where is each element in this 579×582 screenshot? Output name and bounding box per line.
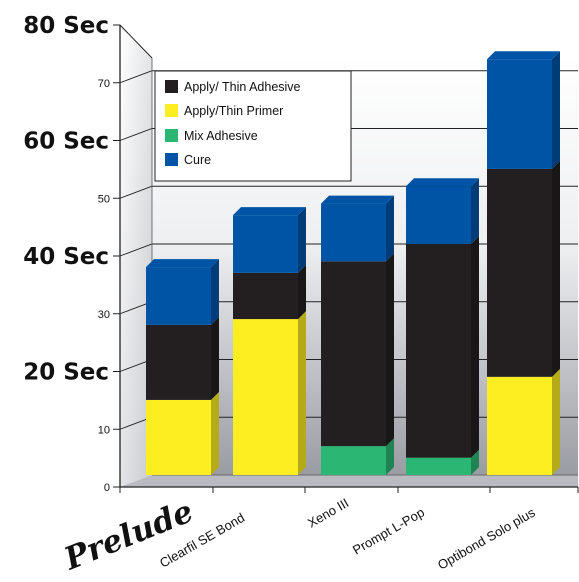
bar-side-apply-thin-primer — [552, 368, 560, 475]
bar-side-apply-thin-adhesive — [552, 160, 560, 377]
bar-segment-cure — [321, 203, 386, 262]
x-category-label: Prompt L-Pop — [350, 505, 427, 558]
bar-side-cure — [471, 178, 479, 244]
bar-side-cure — [211, 259, 219, 325]
bar-side-apply-thin-primer — [298, 311, 306, 475]
wall-top-edge — [119, 24, 153, 59]
legend-label-mix-adhesive: Mix Adhesive — [184, 129, 258, 143]
y-tick-label-big: 40 Sec — [23, 244, 109, 270]
left-wall — [120, 25, 152, 487]
bar-segment-cure — [146, 267, 211, 325]
bar-side-apply-thin-adhesive — [386, 253, 394, 447]
y-tick-label-big: 80 Sec — [23, 13, 109, 39]
bar-side-apply-thin-adhesive — [298, 264, 306, 320]
bar-segment-apply-thin-primer — [233, 319, 298, 475]
legend-label-cure: Cure — [184, 153, 211, 167]
bars — [146, 51, 560, 475]
bar-group-xeno-iii — [321, 195, 394, 475]
bar-top-face — [487, 51, 560, 60]
bar-segment-apply-thin-adhesive — [233, 272, 298, 320]
floor — [120, 475, 578, 487]
x-category-label: Xeno III — [305, 495, 351, 530]
y-tick-label-big: 60 Sec — [23, 129, 109, 155]
legend-swatch-apply-thin-primer — [165, 104, 178, 117]
bar-side-mix-adhesive — [386, 438, 394, 475]
bar-segment-cure — [406, 186, 471, 244]
y-tick-label-big: 20 Sec — [23, 360, 109, 386]
bar-group-clearfil-se-bond — [233, 207, 306, 475]
bar-segment-cure — [233, 215, 298, 273]
bar-side-cure — [552, 51, 560, 169]
bar-group-prompt-l-pop — [406, 178, 479, 475]
bar-top-face — [406, 178, 479, 187]
bar-side-mix-adhesive — [471, 449, 479, 475]
legend-label-apply-thin-adhesive: Apply/ Thin Adhesive — [184, 80, 301, 94]
bar-side-apply-thin-primer — [211, 391, 219, 475]
x-category-label: Optibond Solo plus — [435, 504, 538, 572]
legend-box — [154, 70, 352, 182]
bar-segment-apply-thin-primer — [146, 399, 211, 475]
bar-segment-apply-thin-adhesive — [487, 168, 552, 377]
legend-swatch-cure — [165, 153, 178, 166]
bar-group-optibond-solo-plus — [487, 51, 560, 475]
legend-swatch-apply-thin-adhesive — [165, 80, 178, 93]
bar-segment-mix-adhesive — [321, 446, 386, 475]
legend-swatch-mix-adhesive — [165, 129, 178, 142]
legend-label-apply-thin-primer: Apply/Thin Primer — [184, 104, 283, 118]
bar-segment-apply-thin-primer — [487, 376, 552, 475]
bar-segment-apply-thin-adhesive — [406, 244, 471, 458]
bar-top-face — [321, 195, 394, 204]
y-tick-label: 10 — [98, 424, 110, 436]
y-tick-label: 70 — [98, 78, 110, 90]
x-category-label: Prelude — [59, 493, 199, 577]
bar-segment-apply-thin-adhesive — [321, 261, 386, 447]
bar-side-cure — [298, 207, 306, 273]
y-axis-ticks: 0 10 30 50 70 20 Sec 40 Sec 60 Sec 80 Sec — [23, 13, 120, 494]
bar-segment-cure — [487, 59, 552, 169]
bar-segment-mix-adhesive — [406, 457, 471, 475]
y-tick-label: 0 — [104, 482, 110, 494]
bar-side-apply-thin-adhesive — [471, 236, 479, 458]
bar-top-face — [233, 207, 306, 216]
bar-side-apply-thin-adhesive — [211, 316, 219, 400]
bar-segment-apply-thin-adhesive — [146, 324, 211, 400]
bar-top-face — [146, 259, 219, 268]
legend: Apply/ Thin Adhesive Apply/Thin Primer M… — [154, 70, 352, 182]
bar-side-cure — [386, 195, 394, 262]
y-tick-label: 30 — [98, 309, 110, 321]
y-tick-label: 50 — [98, 193, 110, 205]
bar-group-prelude — [146, 259, 219, 475]
